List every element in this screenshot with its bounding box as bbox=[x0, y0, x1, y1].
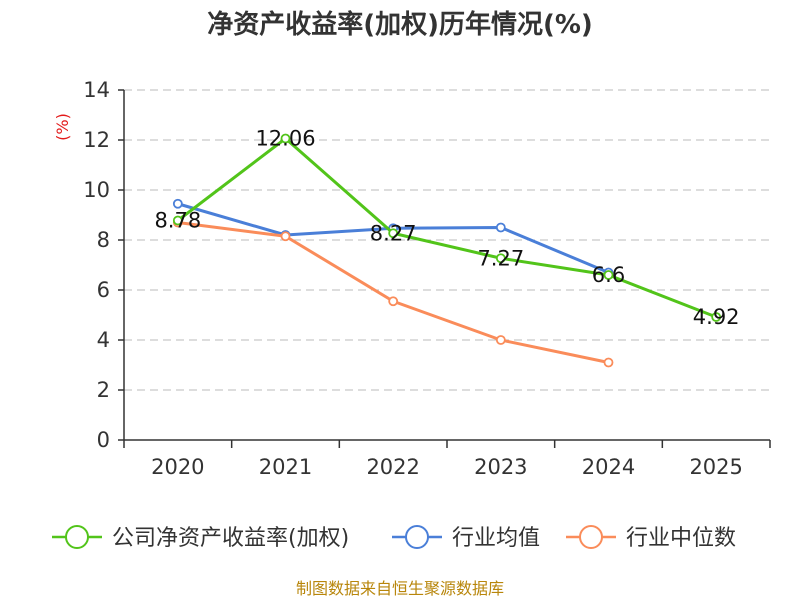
series-lines bbox=[172, 133, 722, 368]
data-point-s0-2025[interactable] bbox=[711, 312, 722, 322]
x-tick-label-2020: 2020 bbox=[151, 455, 204, 479]
data-label-2021: 12.06 bbox=[255, 127, 315, 151]
y-tick-label-4: 4 bbox=[97, 328, 110, 352]
data-label-2020: 8.78 bbox=[154, 209, 201, 233]
series-line-0 bbox=[176, 137, 717, 319]
y-tick-label-10: 10 bbox=[83, 178, 110, 202]
data-point-s0-2021[interactable] bbox=[280, 133, 291, 144]
legend-label-2[interactable]: 行业中位数 bbox=[626, 526, 736, 551]
x-tick-label-2021: 2021 bbox=[259, 455, 312, 479]
legend-marker-1 bbox=[405, 525, 429, 549]
y-tick-label-8: 8 bbox=[97, 228, 110, 252]
data-point-s0-2024[interactable] bbox=[603, 270, 614, 280]
grid-lines bbox=[124, 89, 770, 391]
y-tick-label-14: 14 bbox=[83, 78, 110, 102]
data-labels: 8.78 12.06 8.27 7.27 6.6 4.92 bbox=[154, 127, 739, 330]
y-tick-label-6: 6 bbox=[97, 278, 110, 302]
legend[interactable]: 公司净资产收益率(加权) 行业均值 行业中位数 bbox=[52, 525, 736, 551]
data-point-s2-2024[interactable] bbox=[603, 357, 614, 368]
data-point-s2-2022[interactable] bbox=[388, 296, 399, 307]
y-axis-label: (%) bbox=[53, 113, 72, 141]
x-tick-label-2022: 2022 bbox=[366, 455, 419, 479]
source-note: 制图数据来自恒生聚源数据库 bbox=[296, 579, 504, 598]
data-point-s1-2020[interactable] bbox=[172, 198, 183, 209]
data-point-s0-2020[interactable] bbox=[172, 215, 183, 226]
y-tick-label-0: 0 bbox=[97, 428, 110, 452]
y-tick-label-2: 2 bbox=[97, 378, 110, 402]
data-point-s2-2023[interactable] bbox=[495, 335, 506, 345]
chart-title: 净资产收益率(加权)历年情况(%) bbox=[207, 9, 593, 40]
x-tick-label-2024: 2024 bbox=[582, 455, 635, 479]
data-label-2022: 8.27 bbox=[370, 221, 417, 245]
data-point-s2-2021[interactable] bbox=[280, 231, 291, 242]
data-label-2024: 6.6 bbox=[592, 263, 625, 287]
legend-label-1[interactable]: 行业均值 bbox=[452, 526, 540, 551]
axes: 0 2 4 6 8 10 12 14 2020 2021 2022 2023 2024 2025 bbox=[83, 78, 771, 479]
data-point-s0-2022[interactable] bbox=[388, 228, 399, 239]
data-label-2025: 4.92 bbox=[693, 305, 740, 329]
x-tick-label-2025: 2025 bbox=[689, 455, 742, 479]
legend-marker-2 bbox=[579, 525, 603, 549]
legend-marker-0 bbox=[65, 525, 89, 549]
y-tick-label-12: 12 bbox=[83, 128, 110, 152]
data-point-s1-2023[interactable] bbox=[495, 222, 506, 233]
data-point-s0-2023[interactable] bbox=[495, 253, 506, 264]
x-tick-label-2023: 2023 bbox=[474, 455, 527, 479]
legend-label-0[interactable]: 公司净资产收益率(加权) bbox=[112, 526, 349, 551]
data-label-2023: 7.27 bbox=[477, 246, 524, 270]
